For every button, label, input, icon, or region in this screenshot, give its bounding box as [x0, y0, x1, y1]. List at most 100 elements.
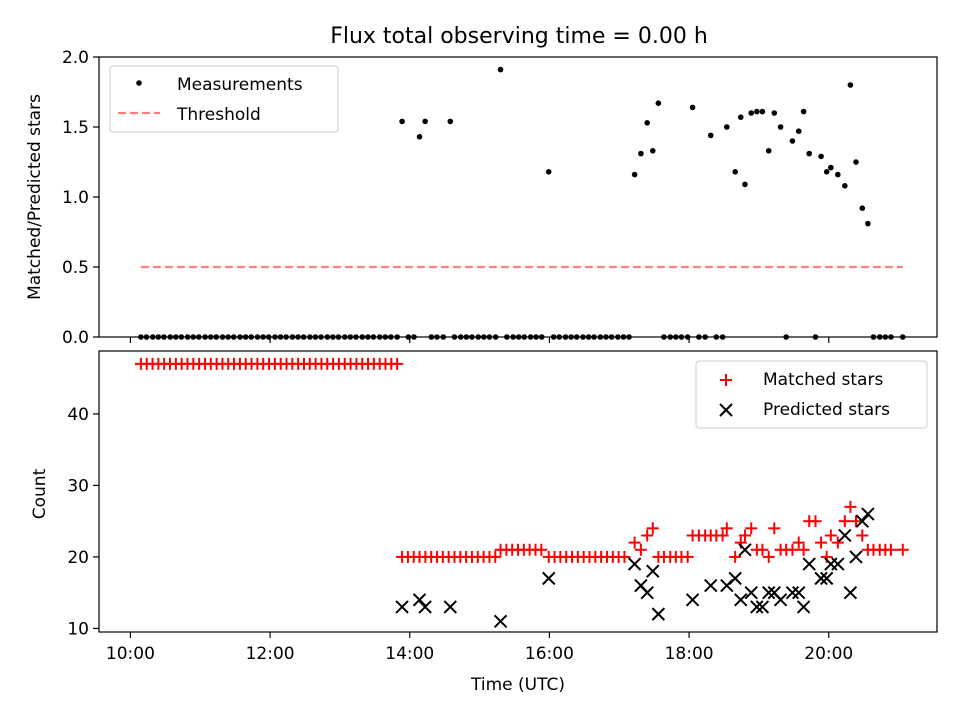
matched-star-marker: [815, 536, 828, 549]
predicted-star-marker: [704, 578, 718, 593]
predicted-star-marker: [773, 593, 788, 607]
predicted-star-marker: [418, 600, 432, 614]
predicted-star-marker: [738, 543, 752, 557]
measurement-point: [777, 124, 784, 130]
predicted-star-marker: [627, 557, 642, 571]
time-x-tick-label: 14:00: [385, 644, 434, 664]
time-x-tick-label: 20:00: [804, 644, 853, 664]
matched-star-marker: [797, 543, 810, 556]
matched-star-marker: [745, 522, 758, 535]
ratio-y-tick-label: 1.0: [62, 188, 89, 208]
ratio-y-tick-label: 1.5: [62, 118, 89, 138]
measurement-point: [759, 108, 766, 115]
measurement-point: [818, 153, 824, 160]
predicted-star-marker: [412, 593, 427, 607]
matched-star-marker: [756, 543, 769, 556]
predicted-star-marker: [824, 557, 838, 571]
predicted-star-marker: [734, 593, 748, 607]
matched-star-marker: [738, 529, 751, 542]
measurement-point: [765, 148, 772, 154]
measurement-point: [742, 181, 748, 188]
predicted-star-marker: [843, 585, 858, 600]
legend-predicted-marker: [719, 403, 733, 417]
measurement-point: [737, 114, 744, 120]
matched-star-marker: [681, 550, 694, 563]
predicted-star-marker: [796, 600, 811, 614]
matched-star-marker: [391, 357, 404, 370]
predicted-star-marker: [855, 514, 869, 528]
predicted-star-marker: [542, 571, 556, 586]
predicted-star-marker: [744, 585, 758, 600]
count-y-tick-label: 30: [67, 476, 89, 496]
measurement-point: [795, 128, 802, 134]
matched-star-marker: [720, 522, 733, 535]
matched-star-marker: [716, 529, 729, 542]
predicted-star-marker: [814, 571, 828, 586]
predicted-star-marker: [443, 600, 457, 614]
count-y-axis-label: Count: [30, 468, 50, 519]
measurement-point: [754, 108, 760, 115]
matched-star-marker: [762, 550, 775, 563]
matched-star-marker: [489, 550, 502, 563]
measurement-point: [416, 134, 423, 140]
measurement-point: [638, 150, 644, 157]
measurement-point: [842, 183, 848, 189]
ratio-y-axis-label: Matched/Predicted stars: [25, 94, 45, 300]
matched-star-marker: [628, 536, 641, 549]
matched-star-marker: [786, 543, 799, 556]
predicted-star-marker: [651, 607, 666, 621]
chart-title: Flux total observing time = 0.00 h: [330, 24, 708, 49]
count-y-tick-label: 40: [67, 405, 89, 425]
matched-star-marker: [729, 550, 742, 563]
matched-star-marker: [646, 522, 659, 535]
count-legend-box: [695, 360, 928, 429]
measurement-point: [689, 104, 696, 111]
matched-star-marker: [844, 500, 857, 513]
measurement-point: [497, 66, 504, 73]
measurement-point: [859, 205, 866, 211]
measurement-point: [806, 150, 813, 157]
ratio-y-tick-label: 2.0: [62, 48, 89, 68]
measurement-point: [823, 169, 830, 175]
measurement-point: [655, 100, 662, 106]
predicted-star-marker: [750, 600, 764, 614]
measurement-point: [789, 138, 796, 144]
predicted-star-marker: [761, 585, 776, 600]
predicted-star-marker: [755, 600, 770, 614]
time-x-ticks: 10:00 12:00 14:00 16:00 18:00 20:00: [106, 632, 853, 664]
legend-matched-label: Matched stars: [763, 370, 883, 390]
measurement-point: [707, 132, 714, 139]
predicted-star-marker: [861, 507, 875, 521]
matched-star-marker: [856, 529, 869, 542]
time-x-tick-label: 18:00: [665, 644, 714, 664]
measurement-point: [724, 124, 730, 130]
measurement-point: [835, 171, 841, 178]
predicted-star-marker: [802, 557, 816, 571]
ratio-y-ticks: 0.0 0.5 1.0 1.5 2.0: [62, 48, 830, 348]
measurement-point: [447, 118, 454, 125]
measurement-point: [771, 110, 778, 116]
matched-star-marker: [792, 536, 805, 549]
predicted-star-marker: [831, 557, 845, 571]
legend-matched-marker: [720, 374, 732, 386]
matched-star-marker: [896, 543, 909, 556]
time-x-tick-label: 12:00: [246, 644, 295, 664]
ratio-y-tick-label: 0.0: [62, 328, 89, 348]
matched-star-marker: [838, 515, 851, 528]
count-y-ticks: 10 20 30 40: [67, 405, 99, 639]
matched-star-marker: [824, 529, 837, 542]
count-axes-frame: [98, 350, 938, 633]
count-y-tick-label: 10: [67, 619, 89, 639]
predicted-star-marker: [728, 571, 742, 586]
predicted-star-marker: [493, 614, 508, 628]
legend-predicted-label: Predicted stars: [763, 400, 890, 420]
predicted-star-marker: [792, 585, 806, 600]
predicted-star-marker: [849, 550, 863, 564]
predicted-star-marker: [819, 571, 834, 586]
legend-measurements-label: Measurements: [177, 75, 303, 95]
measurement-point: [649, 148, 656, 154]
measurement-point: [732, 169, 738, 175]
predicted-star-marker: [785, 585, 800, 600]
